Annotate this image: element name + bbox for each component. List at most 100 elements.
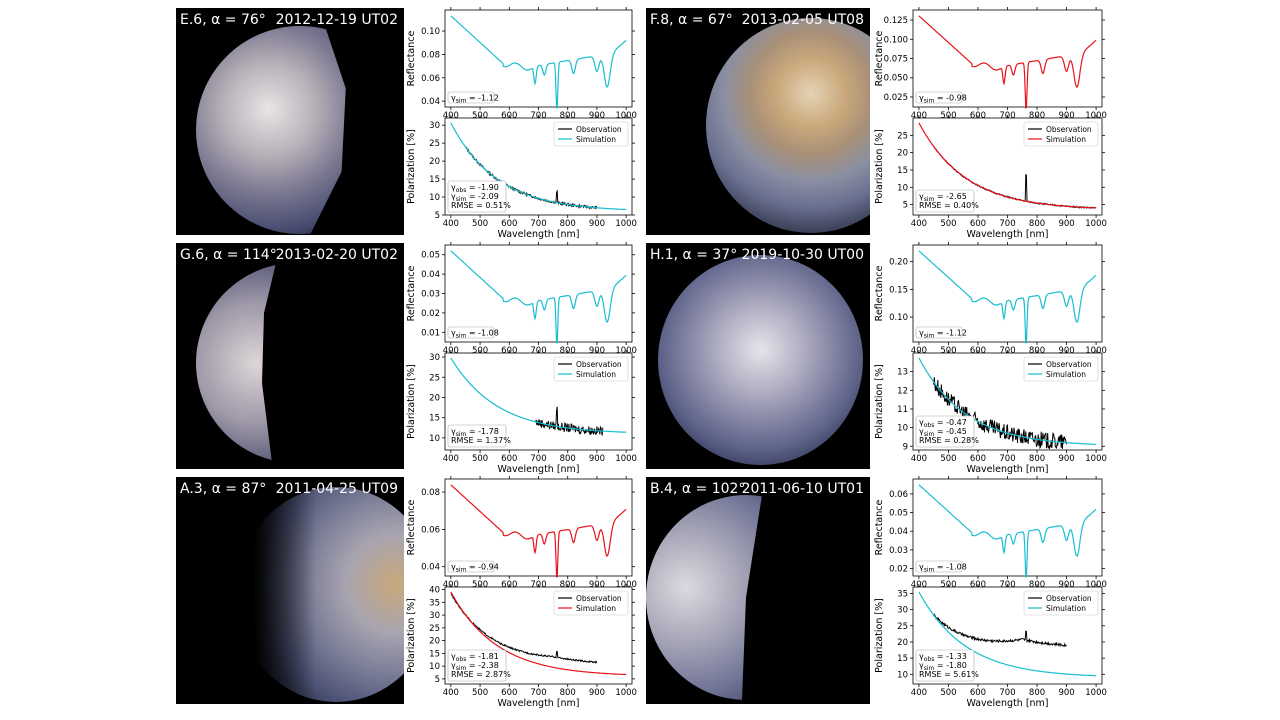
pol-B.4-xtick-label: 700: [999, 688, 1015, 698]
pol-A.3-xlabel: Wavelength [nm]: [497, 698, 579, 709]
legend-observation: Observation: [1046, 360, 1092, 369]
pol-H.1-xtick-label: 900: [1058, 454, 1074, 464]
refl-A.3-ytick-label: 0.06: [421, 525, 440, 535]
pol-E.6-ytick-label: 10: [429, 193, 440, 203]
pol-ylabel: Polarization [%]: [406, 129, 417, 204]
stats-line: γobs = -1.90: [451, 183, 499, 194]
pol-ylabel: Polarization [%]: [406, 364, 417, 439]
pol-H.1-xtick-label: 600: [970, 454, 986, 464]
gamma-box: [915, 326, 963, 339]
pol-H.1-xtick-label: 400: [911, 454, 927, 464]
panel-label: E.6, α = 76°: [180, 12, 266, 28]
panel-date: 2013-02-05 UT08: [741, 12, 864, 28]
pol-G.6-xtick-label: 700: [530, 454, 546, 464]
refl-H.1-ytick-label: 0.15: [889, 285, 908, 295]
panel-label: H.1, α = 37°: [650, 247, 738, 263]
pol-G.6-ytick-label: 30: [429, 353, 440, 363]
panel-label: F.8, α = 67°: [650, 12, 733, 28]
stats-line: γsim = -0.45: [919, 427, 967, 438]
refl-B.4-ytick-label: 0.03: [889, 546, 908, 556]
stats-line: γsim = -2.38: [451, 661, 499, 672]
refl-ylabel: Reflectance: [406, 30, 417, 86]
refl-ylabel: Reflectance: [406, 265, 417, 321]
pol-F.8-xtick-label: 1000: [1085, 219, 1107, 229]
panel-date: 2019-10-30 UT00: [741, 247, 864, 263]
reflectance-sim-line: [450, 15, 627, 109]
earth-image-H1: H.1, α = 37° 2019-10-30 UT00: [646, 243, 870, 469]
pol-E.6-ytick-label: 15: [429, 175, 440, 185]
stats-line: RMSE = 0.40%: [919, 201, 979, 210]
pol-ylabel: Polarization [%]: [874, 129, 885, 204]
pol-E.6-ytick-label: 20: [429, 157, 440, 167]
gamma-box: [915, 91, 963, 104]
stats-line: RMSE = 1.37%: [451, 436, 511, 445]
earth-image-E6: E.6, α = 76° 2012-12-19 UT02: [176, 8, 404, 235]
pol-A.3-ytick-label: 5: [435, 675, 440, 685]
legend-simulation: Simulation: [1046, 370, 1086, 379]
pol-A.3-xtick-label: 500: [472, 688, 488, 698]
earth-image-G6: G.6, α = 114° 2013-02-20 UT02: [176, 243, 404, 469]
pol-A.3-xtick-label: 1000: [615, 688, 637, 698]
legend-observation: Observation: [1046, 125, 1092, 134]
stats-line: γsim = -2.09: [451, 192, 499, 203]
pol-G.6-xtick-label: 1000: [615, 454, 637, 464]
pol-F.8-xtick-label: 900: [1058, 219, 1074, 229]
stats-line: γsim = -1.78: [451, 427, 499, 438]
pol-F.8-xtick-label: 600: [970, 219, 986, 229]
pol-H.1-ytick-label: 12: [897, 386, 908, 396]
stats-line: RMSE = 0.51%: [451, 201, 511, 210]
stats-line: RMSE = 2.87%: [451, 670, 511, 679]
refl-ylabel: Reflectance: [874, 499, 885, 555]
pol-A.3-xtick-label: 400: [443, 688, 459, 698]
panel-label: A.3, α = 87°: [180, 481, 267, 497]
pol-B.4-ytick-label: 35: [897, 589, 908, 599]
refl-B.4-ytick-label: 0.05: [889, 509, 908, 519]
pol-G.6-xlabel: Wavelength [nm]: [497, 464, 579, 475]
refl-ylabel: Reflectance: [874, 30, 885, 86]
refl-E.6-ytick-label: 0.10: [421, 27, 440, 37]
pol-A.3-xtick-label: 700: [530, 688, 546, 698]
reflectance-sim-line: [918, 250, 1097, 344]
refl-F.8-ytick-label: 0.100: [884, 35, 908, 45]
pol-G.6-xtick-label: 800: [560, 454, 576, 464]
pol-A.3-xtick-label: 900: [589, 688, 605, 698]
legend-observation: Observation: [576, 594, 622, 603]
pol-H.1-xtick-label: 700: [999, 454, 1015, 464]
pol-B.4-xtick-label: 1000: [1085, 688, 1107, 698]
gamma-sim-label: γsim = -0.98: [919, 94, 967, 105]
pol-E.6-ytick-label: 5: [435, 211, 440, 221]
pol-E.6-xtick-label: 900: [589, 219, 605, 229]
panel-date: 2011-04-25 UT09: [275, 481, 398, 497]
pol-E.6-xtick-label: 500: [472, 219, 488, 229]
stats-box: [447, 649, 507, 682]
refl-E.6-ytick-label: 0.04: [421, 97, 440, 107]
polarization-sim-line: [918, 122, 1097, 209]
stats-line: γsim = -1.80: [919, 661, 967, 672]
reflectance-sim-line: [450, 250, 627, 344]
stats-line: γobs = -0.47: [919, 418, 967, 429]
pol-F.8-xlabel: Wavelength [nm]: [966, 229, 1048, 240]
reflectance-sim-line: [918, 15, 1097, 109]
pol-G.6-ytick-label: 20: [429, 393, 440, 403]
stats-box: [447, 424, 507, 448]
refl-ylabel: Reflectance: [874, 265, 885, 321]
pol-G.6-xtick-label: 400: [443, 454, 459, 464]
refl-G.6-ytick-label: 0.02: [421, 309, 440, 319]
pol-F.8-ytick-label: 20: [897, 149, 908, 159]
legend-box: [1023, 121, 1099, 147]
polarization-sim-line: [450, 591, 627, 676]
earth-image-F8: F.8, α = 67° 2013-02-05 UT08: [646, 8, 870, 235]
polarization-obs-line: [933, 377, 1068, 450]
earth-image-B4: B.4, α = 102° 2011-06-10 UT01: [646, 477, 870, 704]
pol-F.8-ytick-label: 10: [897, 183, 908, 193]
refl-F.8-ytick-label: 0.075: [884, 55, 908, 65]
pol-B.4-xtick-label: 800: [1029, 688, 1045, 698]
pol-A.3-ytick-label: 10: [429, 662, 440, 672]
legend-observation: Observation: [576, 360, 622, 369]
pol-B.4-xtick-label: 400: [911, 688, 927, 698]
stats-line: RMSE = 5.61%: [919, 670, 979, 679]
legend-simulation: Simulation: [576, 604, 616, 613]
pol-B.4-ytick-label: 30: [897, 606, 908, 616]
pol-ylabel: Polarization [%]: [406, 598, 417, 673]
legend-simulation: Simulation: [1046, 135, 1086, 144]
